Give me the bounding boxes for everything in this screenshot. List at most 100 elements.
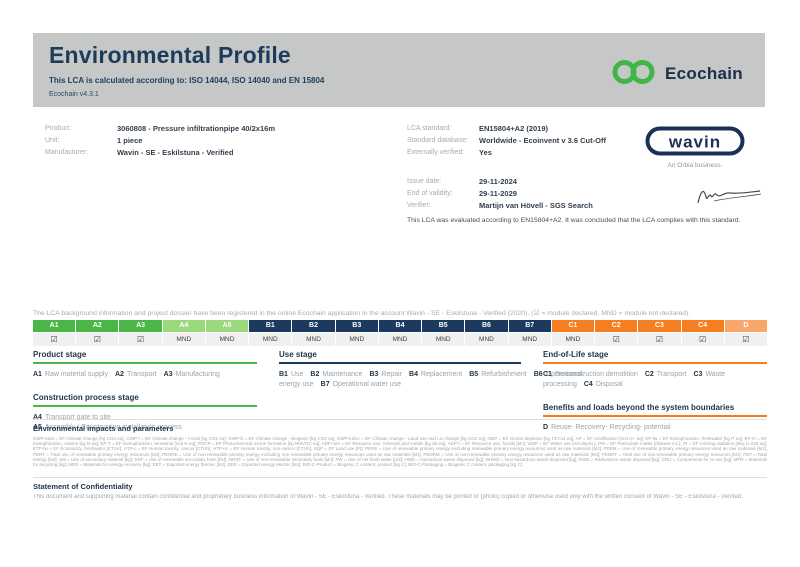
field-value: EN15804+A2 (2019) (479, 124, 549, 133)
module-status-C1: MND (551, 333, 595, 346)
stage-items: D Reuse- Recovery- Recycling- potential (543, 423, 767, 433)
module-status-B6: MND (465, 333, 508, 346)
stage-items: A4 Transport gate to site A5 Assembly / Con… (33, 413, 257, 433)
stage-code: A5 (33, 424, 42, 431)
confidentiality-section: Statement of Confidentiality This docume… (33, 477, 767, 500)
module-status-B1: MND (249, 333, 292, 346)
stage-code: A1 (33, 371, 42, 378)
impacts-section: Environmental impacts and parameters GWP… (33, 419, 767, 467)
module-status-B7: MND (508, 333, 551, 346)
stage-code: A4 (33, 414, 42, 421)
impacts-section-title: Environmental impacts and parameters (33, 424, 174, 433)
info-row: Unit: 1 piece (45, 135, 275, 147)
module-status-B2: MND (292, 333, 335, 346)
stage-label: Refurbishment (481, 371, 527, 378)
module-header-C1: C1 (551, 320, 595, 332)
stage-label: Waste processing (543, 371, 726, 388)
module-status-C4: ☑ (681, 333, 724, 346)
module-status-A2: ☑ (76, 333, 119, 346)
module-status-A5: MND (205, 333, 249, 346)
field-value: Martijn van Hövell - SGS Search (479, 201, 593, 210)
info-row: LCA standard: EN15804+A2 (2019) (407, 123, 606, 135)
stage-item-C2: C2 Transport (645, 371, 687, 378)
module-status-row: ☑ ☑ ☑ MND MND MND MND MND MND MND MND MND MND ☑ ☑ ☑ ☑ (33, 333, 767, 346)
stage-label: Assembly / Construction installation pro… (44, 424, 182, 431)
module-header-D: D (724, 320, 767, 332)
header-banner: Environmental Profile This LCA is calcul… (33, 33, 765, 107)
stage-item-B4: B4 Replacement (409, 371, 462, 378)
lca-standard-subtitle: This LCA is calculated according to: ISO… (49, 76, 325, 85)
stage-item-B1: B1 Use (279, 371, 303, 378)
field-label: Product: (45, 125, 72, 132)
stage-title: Product stage (33, 350, 257, 364)
info-row: End of validity: 29-11-2029 (407, 188, 593, 200)
module-header-A2: A2 (76, 320, 119, 332)
stage-item-C4: C4 Disposal (584, 381, 623, 388)
stage-code: C4 (583, 381, 593, 388)
module-header-A5: A5 (205, 320, 249, 332)
module-header-B1: B1 (249, 320, 292, 332)
field-value: Yes (479, 148, 492, 157)
stage-label: Maintenance (322, 371, 363, 378)
field-value: Wavin - SE - Eskilstuna - Verified (117, 148, 234, 157)
stage-label: Reuse- Recovery- Recycling- potential (551, 424, 671, 431)
registration-note: The LCA background information and proje… (33, 310, 691, 317)
module-header-B5: B5 (422, 320, 465, 332)
stage-item-B7: B7 Operational water use (321, 381, 401, 388)
module-header-C4: C4 (681, 320, 724, 332)
info-row: Product: 3060808 - Pressure infiltrationp… (45, 123, 275, 135)
module-header-A4: A4 (162, 320, 205, 332)
impacts-abbreviations-text: GWP-total = EF Climate change [kg CO2 eq… (33, 436, 767, 468)
ecochain-logo-text: Ecochain (665, 64, 743, 83)
stage-item-B5: B5 Refurbishment (469, 371, 526, 378)
confidentiality-text: This document and supporting material co… (33, 494, 743, 500)
field-value: 3060808 - Pressure infiltrationpipe 40/2… (117, 124, 275, 133)
module-status-D: ☑ (724, 333, 767, 346)
stage-label: Operational energy use (279, 371, 582, 388)
wavin-tagline: An Orbia business. (667, 162, 723, 169)
stage-code: B1 (279, 371, 288, 378)
stage-column: Use stage B1 Use B2 Maintenance B3 Repair B4 Rep… (279, 350, 582, 433)
module-header-B4: B4 (378, 320, 422, 332)
stage-item-C1: C1 De-construction demolition (543, 371, 638, 378)
validity-info-block: Issue date: 29-11-2024 End of validity: 29-… (407, 176, 593, 212)
ecochain-version: Ecochain v4.3.1 (49, 91, 99, 98)
stage-code: B2 (310, 371, 320, 378)
stage-column: Product stage A1 Raw material supply A2 Tran… (33, 350, 257, 433)
stage-label: Repair (381, 371, 403, 378)
stage-description-columns: Product stage A1 Raw material supply A2 Tran… (33, 350, 767, 433)
stage-items: A1 Raw material supply A2 Transport A3 Manufa… (33, 370, 257, 380)
info-row: Manufacturer: Wavin - SE - Eskilstuna - V… (45, 147, 275, 159)
stage-label: Use (290, 371, 304, 378)
info-row: Standard database: Worldwide - Ecoinvent … (407, 135, 606, 147)
module-status-B3: MND (335, 333, 378, 346)
stage-code: A2 (114, 371, 124, 378)
stage-label: De-construction demolition (554, 371, 638, 378)
stage-label: Disposal (595, 381, 623, 388)
module-header-B2: B2 (292, 320, 335, 332)
field-value: 29-11-2024 (479, 177, 517, 186)
stage-label: Replacement (420, 371, 463, 378)
field-label: LCA standard: (407, 125, 452, 132)
module-header-B7: B7 (508, 320, 551, 332)
info-row: Externally verified: Yes (407, 147, 606, 159)
module-declaration-table: A1 A2 A3 A4 A5 B1 B2 B3 B4 B5 B6 B7 C1 C2 C3 C4 D ☑ ☑ ☑ MND… (33, 320, 767, 346)
module-status-B5: MND (422, 333, 465, 346)
field-value: 1 piece (117, 136, 143, 145)
stage-code: B4 (409, 371, 418, 378)
stage-title: Construction process stage (33, 393, 257, 407)
stage-code: C3 (693, 371, 703, 378)
stage-code: B6 (533, 371, 543, 378)
module-header-row: A1 A2 A3 A4 A5 B1 B2 B3 B4 B5 B6 B7 C1 C2 C3 C4 D (33, 320, 767, 332)
info-row: Issue date: 29-11-2024 (407, 176, 593, 188)
stage-code: D (543, 424, 549, 431)
product-info-block: Product: 3060808 - Pressure infiltrationp… (45, 123, 275, 159)
field-value: Worldwide - Ecoinvent v 3.6 Cut-Off (479, 136, 606, 145)
stage-title: End-of-Life stage (543, 350, 767, 364)
module-header-B3: B3 (335, 320, 378, 332)
field-label: Manufacturer: (45, 149, 89, 156)
stage-code: B3 (369, 371, 379, 378)
verifier-signature (694, 183, 764, 214)
wavin-logo: wavin (645, 126, 745, 160)
field-label: Externally verified: (407, 149, 465, 156)
